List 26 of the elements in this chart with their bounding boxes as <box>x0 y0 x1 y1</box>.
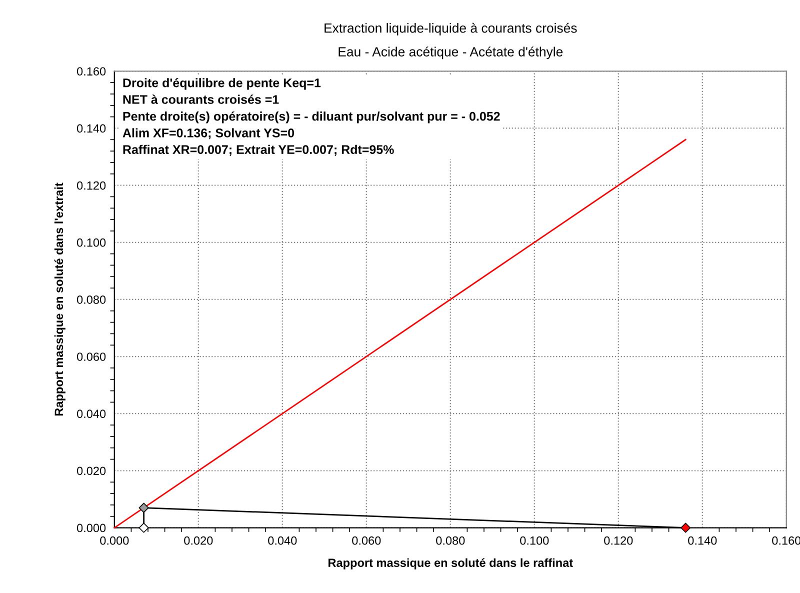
y-tick-label: 0.060 <box>76 352 106 361</box>
x-axis-title: Rapport massique en soluté dans le raffinat <box>328 558 573 570</box>
x-tick-label: 0.040 <box>268 536 297 545</box>
annotation: NET à courants croisés =1 <box>123 94 279 104</box>
x-tick-label: 0.120 <box>604 536 633 545</box>
y-tick-label: 0.020 <box>76 466 106 476</box>
annotation: Raffinat XR=0.007; Extrait YE=0.007; Rdt=95% <box>123 144 394 156</box>
x-tick-label: 0.140 <box>688 536 717 545</box>
x-tick-label: 0.080 <box>436 536 465 545</box>
annotation: Alim XF=0.136; Solvant YS=0 <box>122 128 294 140</box>
annotation: Droite d'équilibre de pente Keq=1 <box>123 78 321 90</box>
y-tick-label: 0.100 <box>76 238 106 247</box>
x-tick-label: 0.020 <box>184 536 213 545</box>
x-tick-label: 0.000 <box>100 536 129 545</box>
y-tick-label: 0.040 <box>76 410 106 418</box>
y-tick-label: 0.080 <box>76 296 106 304</box>
annotation: Pente droite(s) opératoire(s) = - diluant pur/solvant pur = - 0.052 <box>123 111 500 124</box>
y-tick-label: 0.160 <box>76 67 106 76</box>
x-tick-label: 0.100 <box>520 536 549 545</box>
y-axis-title: Rapport massique en soluté dans l'extrait <box>54 182 66 416</box>
y-tick-label: 0.120 <box>76 181 106 190</box>
x-tick-label: 0.060 <box>352 536 381 545</box>
chart-title: Extraction liquide-liquide à courants croisés <box>324 22 577 36</box>
y-tick-label: 0.000 <box>76 524 106 532</box>
y-tick-label: 0.140 <box>76 124 106 133</box>
chart-subtitle: Eau - Acide acétique - Acétate d'éthyle <box>338 46 563 60</box>
